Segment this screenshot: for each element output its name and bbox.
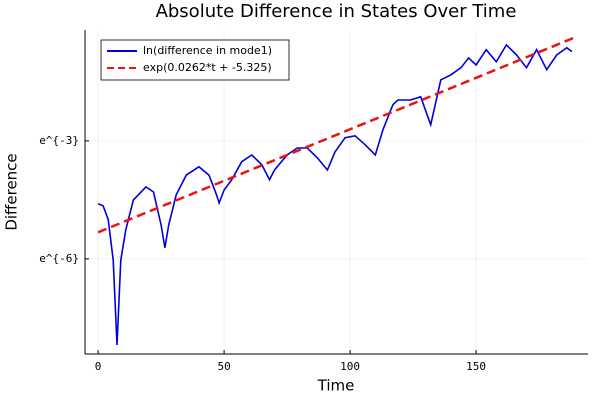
data-line [97, 35, 578, 234]
x-tick-label: 150 [466, 360, 486, 373]
x-tick-label: 100 [340, 360, 360, 373]
data-line [97, 43, 573, 346]
x-tick-label: 0 [95, 360, 102, 373]
legend-label: ln(difference in mode1) [143, 44, 272, 57]
legend-label: exp(0.0262*t + -5.325) [143, 61, 272, 74]
y-axis-label: Difference [3, 153, 21, 230]
y-tick-label: e^{-3} [39, 134, 79, 147]
chart-title: Absolute Difference in States Over Time [156, 1, 517, 22]
x-axis-label: Time [317, 377, 355, 395]
y-tick-label: e^{-6} [39, 252, 79, 265]
legend-box [100, 39, 290, 81]
x-tick-label: 50 [217, 360, 230, 373]
